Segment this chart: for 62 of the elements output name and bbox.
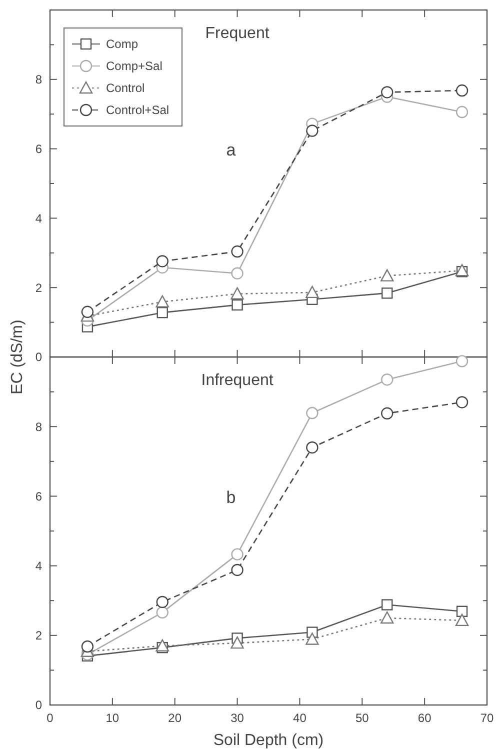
point [381, 374, 394, 386]
point [156, 295, 169, 308]
annotation: b [226, 488, 236, 508]
point [81, 640, 94, 653]
point [230, 636, 244, 649]
point [455, 264, 469, 276]
point [382, 288, 393, 299]
point [231, 564, 244, 576]
point [232, 299, 243, 311]
x-tick-label: 50 [355, 711, 370, 725]
y-tick-label: 4 [35, 559, 42, 573]
x-tick-label: 20 [168, 711, 182, 725]
x-tick-label: 60 [418, 711, 432, 725]
point [230, 287, 244, 300]
y-tick-label: 0 [35, 698, 42, 712]
point [231, 267, 244, 280]
y-tick-label: 4 [35, 211, 42, 226]
y-tick-label: 6 [35, 489, 42, 504]
y-tick-label: 2 [35, 280, 42, 295]
point [456, 106, 468, 118]
point [156, 255, 168, 268]
point [156, 306, 168, 318]
point [380, 269, 394, 282]
point [381, 86, 394, 98]
point [380, 611, 394, 624]
y-tick-label: 8 [35, 420, 42, 434]
point [456, 355, 468, 368]
point [306, 286, 319, 298]
point [156, 606, 168, 619]
x-tick-label: 40 [293, 711, 307, 725]
legend-label: Comp [106, 37, 138, 52]
point [306, 632, 319, 645]
point [456, 396, 468, 408]
x-tick-label: 0 [46, 711, 54, 725]
text: Infrequent [201, 372, 274, 389]
legend-label: Control+Sal [106, 103, 170, 118]
point [382, 599, 393, 610]
point [306, 441, 318, 454]
text: Frequent [205, 25, 270, 42]
x-tick-label: 10 [106, 711, 120, 725]
annotation: a [226, 140, 236, 160]
x-tick-label: 30 [230, 711, 244, 725]
point [455, 614, 469, 626]
point [231, 245, 244, 258]
x-tick-label: 70 [480, 711, 494, 725]
point [231, 548, 244, 560]
legend-label: Control [106, 81, 145, 96]
point [81, 306, 94, 318]
y-tick-label: 6 [35, 142, 42, 156]
y-axis-title: EC (dS/m) [9, 320, 26, 394]
y-tick-label: 0 [35, 350, 42, 364]
y-tick-label: 2 [35, 628, 42, 643]
point [306, 406, 318, 420]
point [456, 84, 468, 97]
point [156, 639, 169, 652]
legend-label: Comp+Sal [106, 59, 162, 74]
y-tick-label: 8 [35, 72, 42, 87]
point [456, 606, 468, 617]
point [156, 596, 168, 608]
point [306, 124, 318, 137]
point [381, 407, 394, 420]
x-axis-title: Soil Depth (cm) [213, 732, 324, 749]
